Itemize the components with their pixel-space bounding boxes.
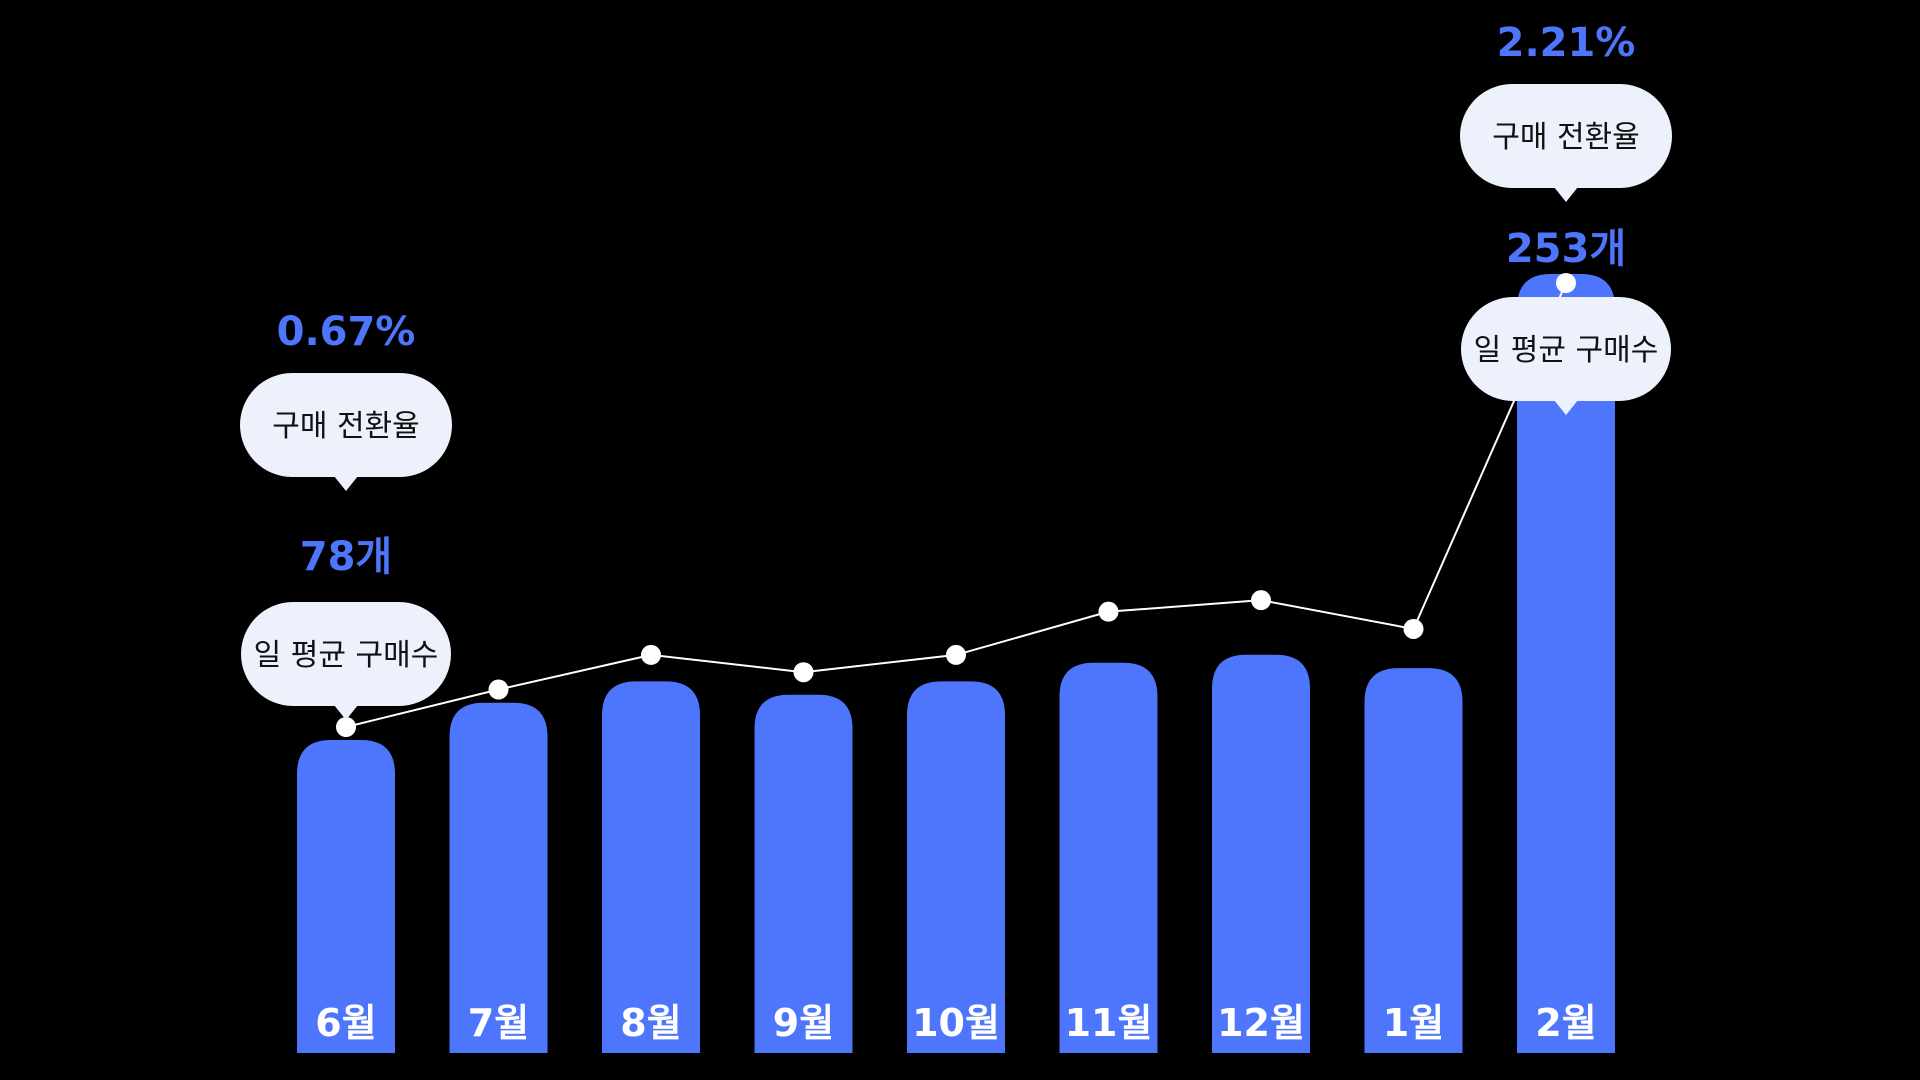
bar [1212, 654, 1310, 1053]
conversion-rate-bubble-text: 구매 전환율 [1492, 120, 1640, 155]
conversion-rate-bubble-shape [1460, 84, 1672, 188]
x-tick-label: 7월 [468, 1001, 529, 1045]
purchase-count-bubble-text: 일 평균 구매수 [1474, 333, 1659, 368]
x-tick-label: 12월 [1217, 1001, 1305, 1045]
bar [1517, 274, 1615, 1053]
x-tick-label: 8월 [620, 1001, 681, 1045]
purchase-count-bubble-shape [241, 602, 451, 706]
bar [907, 681, 1005, 1053]
conversion-rate-bubble: 구매 전환율 [1460, 84, 1672, 202]
bar [602, 681, 700, 1053]
x-tick-label: 1월 [1383, 1001, 1444, 1045]
purchase-count-bubble: 일 평균 구매수 [241, 602, 451, 720]
purchase-count-value: 253개 [1506, 226, 1626, 272]
trend-point [488, 679, 509, 700]
trend-point [946, 644, 966, 665]
purchase-count-value: 78개 [300, 534, 392, 580]
conversion-rate-bubble-pointer [1554, 187, 1578, 202]
bar [1364, 668, 1463, 1053]
purchase-count-bubble-text: 일 평균 구매수 [254, 638, 439, 673]
purchase-count-bubble-pointer [334, 705, 358, 720]
x-tick-label: 10월 [912, 1001, 1000, 1045]
conversion-rate-bubble-text: 구매 전환율 [272, 409, 420, 444]
bar [449, 702, 548, 1053]
bar [1059, 662, 1158, 1053]
x-tick-label: 11월 [1065, 1001, 1153, 1045]
trend-point [336, 717, 356, 737]
conversion-rate-value: 0.67% [277, 309, 416, 355]
bars-layer: 6월 7월 8월 9월 10월 11월 12월 1월 2월 [297, 274, 1615, 1053]
purchase-count-bubble: 일 평균 구매수 [1461, 297, 1671, 415]
x-tick-label: 2월 [1535, 1001, 1596, 1045]
conversion-rate-value: 2.21% [1497, 20, 1636, 66]
bar [754, 694, 853, 1053]
purchase-count-bubble-pointer [1554, 400, 1578, 415]
trend-point [1098, 601, 1119, 622]
trend-line-layer [336, 273, 1576, 737]
trend-point [1556, 273, 1576, 293]
purchase-count-bubble-shape [1461, 297, 1671, 401]
trend-point [1251, 590, 1271, 611]
trend-point [641, 644, 661, 665]
conversion-rate-bubble-shape [240, 373, 452, 477]
x-tick-label: 6월 [315, 1001, 376, 1045]
trend-point [1403, 618, 1424, 639]
conversion-rate-bubble-pointer [334, 476, 358, 491]
x-tick-label: 9월 [773, 1001, 834, 1045]
bar [297, 740, 395, 1053]
trend-point [793, 662, 814, 683]
conversion-rate-bubble: 구매 전환율 [240, 373, 452, 491]
